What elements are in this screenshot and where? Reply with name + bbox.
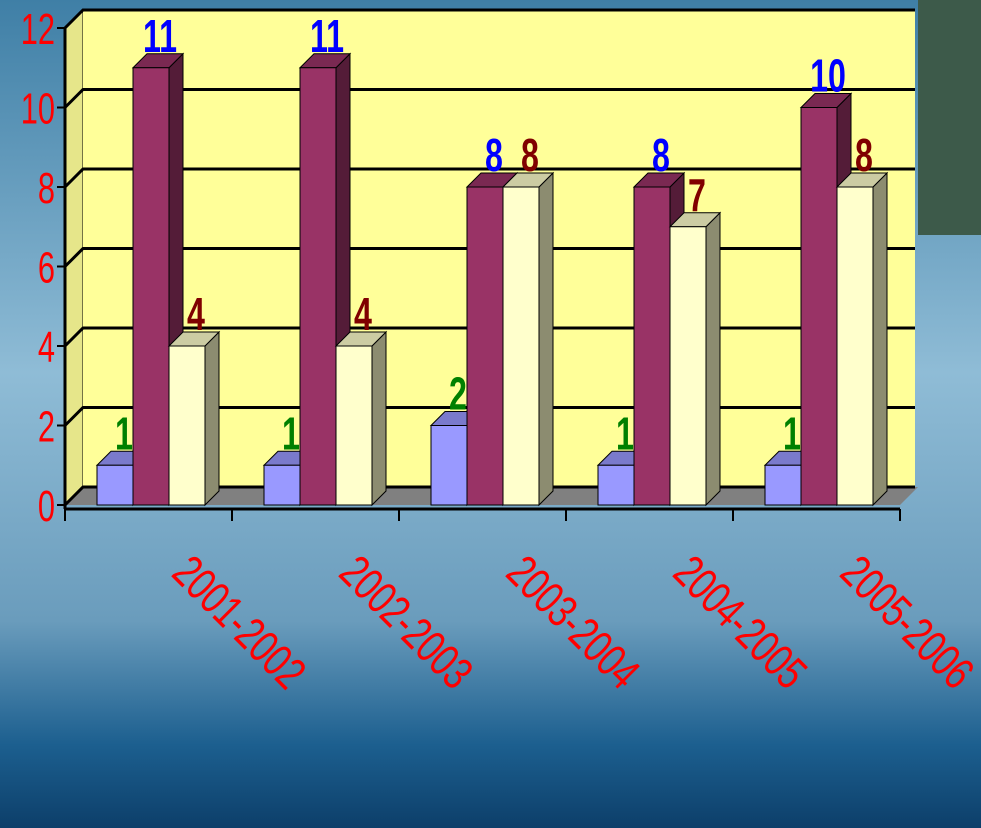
y-tick-label: 4 [38,324,55,373]
y-tick-label: 2 [38,403,55,452]
y-tick-label: 10 [21,85,55,134]
grid-line [63,88,915,109]
bar [430,425,468,506]
bar [466,186,504,506]
value-label: 11 [310,11,344,62]
value-label: 4 [187,289,205,340]
value-label: 8 [521,130,539,181]
grid-line [63,167,915,189]
value-label: 8 [485,130,503,181]
bar [502,186,540,506]
y-tick-label: 8 [38,165,55,214]
value-label: 10 [810,51,846,102]
bar [168,345,206,506]
bar [669,226,707,506]
value-label: 2 [449,369,467,420]
value-label: 11 [143,11,177,62]
bar-side [705,211,721,507]
bar [299,67,337,506]
value-label: 1 [616,409,634,460]
bar [597,464,635,506]
value-label: 7 [688,170,706,221]
value-label: 8 [855,130,873,181]
bar-side [204,330,220,507]
value-label: 4 [354,289,372,340]
corner-photo [918,0,981,235]
value-label: 8 [652,130,670,181]
value-label: 1 [783,409,801,460]
bar [132,67,170,506]
bar [96,464,134,506]
y-tick-label: 0 [38,483,55,532]
y-tick-label: 6 [38,244,55,293]
bar [263,464,301,506]
grid-line [63,8,915,30]
value-label: 1 [115,409,133,460]
bar-side [538,171,554,507]
bar-side [872,171,888,507]
y-tick-label: 12 [21,6,55,55]
bar [764,464,802,506]
value-label: 1 [282,409,300,460]
bar [633,186,671,506]
bar [800,107,838,506]
bar [335,345,373,506]
bar-side [371,330,387,507]
bar [836,186,874,506]
